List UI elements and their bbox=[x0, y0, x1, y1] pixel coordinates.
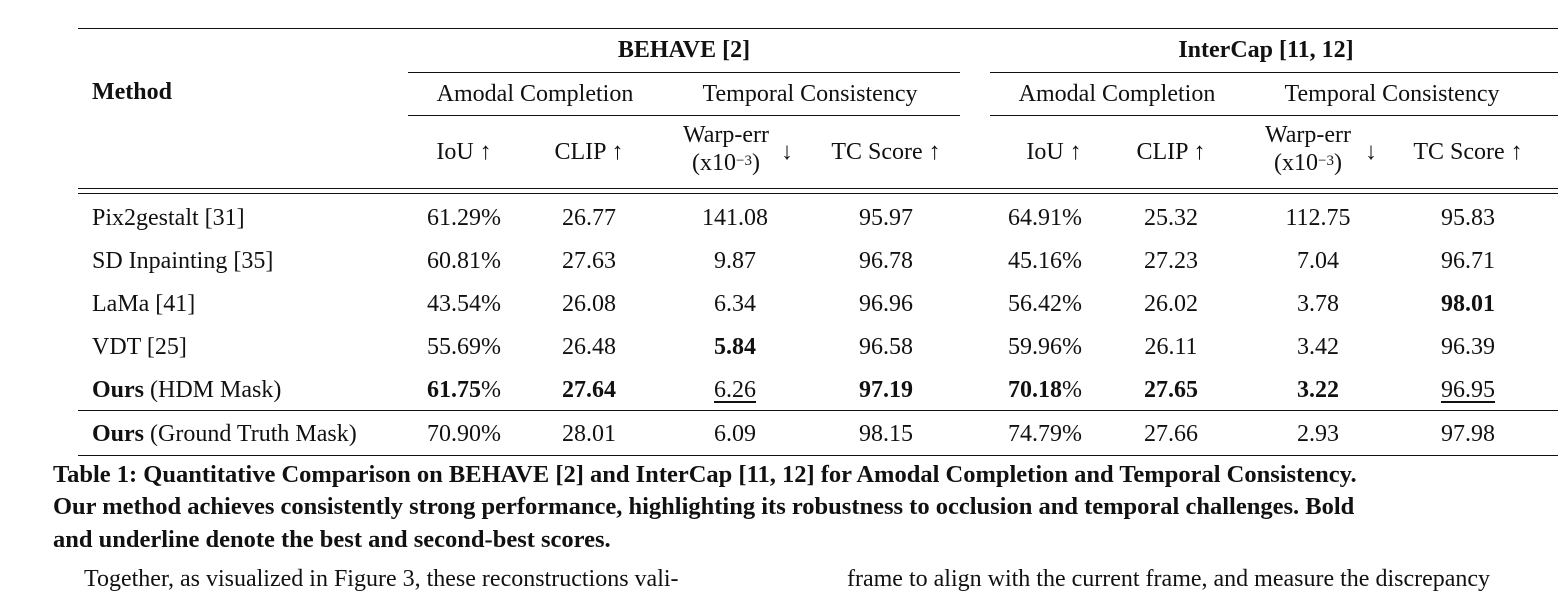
table-cell: 96.39 bbox=[1441, 334, 1495, 360]
table-cell: 60.81% bbox=[427, 248, 501, 274]
col-warp-behave: Warp-err (x10−3) bbox=[676, 121, 776, 177]
table-cell: 55.69% bbox=[427, 334, 501, 360]
table-cell: 28.01 bbox=[562, 421, 616, 447]
table-cell: 74.79% bbox=[1008, 421, 1082, 447]
warp-label: Warp-err bbox=[1264, 122, 1351, 148]
table-cell: 27.64 bbox=[562, 377, 616, 403]
warp-label: Warp-err bbox=[682, 122, 769, 148]
table-cell: 27.63 bbox=[562, 248, 616, 274]
method-bold-prefix: Ours bbox=[92, 377, 145, 403]
table-cell: 95.83 bbox=[1441, 205, 1495, 231]
table-cell: 7.04 bbox=[1297, 248, 1339, 274]
header-double-rule-a bbox=[78, 188, 1558, 189]
table-cell: 9.87 bbox=[714, 248, 756, 274]
table-caption-line-3: and underline denote the best and second… bbox=[53, 526, 611, 553]
table-caption-line-2: Our method achieves consistently strong … bbox=[53, 493, 1355, 520]
table-cell: 27.65 bbox=[1144, 377, 1198, 403]
table-cell: 27.23 bbox=[1144, 248, 1198, 274]
table-cell: 70.18% bbox=[1008, 377, 1082, 403]
subgroup-temporal-behave: Temporal Consistency bbox=[702, 81, 918, 107]
group-header-intercap: InterCap [11, 12] bbox=[1178, 37, 1354, 63]
col-iou-behave: IoU ↑ bbox=[436, 139, 492, 165]
table-cell: 3.42 bbox=[1297, 334, 1339, 360]
table-cell: 61.75% bbox=[427, 377, 501, 403]
warp-arrow-intercap: ↓ bbox=[1365, 139, 1377, 165]
table-cell: 95.97 bbox=[859, 205, 913, 231]
method-name: (Ground Truth Mask) bbox=[144, 421, 357, 447]
col-tc-behave: TC Score ↑ bbox=[831, 139, 941, 165]
table-cell: 96.95 bbox=[1441, 377, 1495, 403]
row-method-label: Pix2gestalt [31] bbox=[92, 206, 245, 230]
table-cell: 56.42% bbox=[1008, 291, 1082, 317]
table-cell: 3.78 bbox=[1297, 291, 1339, 317]
method-name: Pix2gestalt [31] bbox=[92, 205, 245, 231]
body-text-left-column: Together, as visualized in Figure 3, the… bbox=[84, 566, 679, 592]
behave-subgroup-rule bbox=[408, 115, 960, 116]
method-name: VDT [25] bbox=[92, 334, 187, 360]
table-cell: 5.84 bbox=[714, 334, 756, 360]
warp-unit: (x10−3) bbox=[692, 150, 760, 176]
table-cell: 64.91% bbox=[1008, 205, 1082, 231]
behave-group-rule bbox=[408, 72, 960, 73]
table-cell: 98.01 bbox=[1441, 291, 1495, 317]
col-warp-intercap: Warp-err (x10−3) bbox=[1258, 121, 1358, 177]
table-cell: 26.08 bbox=[562, 291, 616, 317]
table-cell: 2.93 bbox=[1297, 421, 1339, 447]
group-header-behave: BEHAVE [2] bbox=[617, 37, 751, 63]
table-top-rule bbox=[78, 28, 1558, 29]
method-bold-prefix: Ours bbox=[92, 421, 145, 447]
table-cell: 70.90% bbox=[427, 421, 501, 447]
table-cell: 96.78 bbox=[859, 248, 913, 274]
method-name: LaMa [41] bbox=[92, 291, 196, 317]
table-cell: 96.96 bbox=[859, 291, 913, 317]
table-bottom-rule bbox=[78, 455, 1558, 456]
col-clip-intercap: CLIP ↑ bbox=[1136, 139, 1206, 165]
table-cell: 26.02 bbox=[1144, 291, 1198, 317]
table-cell: 26.11 bbox=[1144, 334, 1198, 360]
body-text-right-column: frame to align with the current frame, a… bbox=[847, 566, 1491, 592]
table-cell: 98.15 bbox=[859, 421, 913, 447]
table-cell: 26.48 bbox=[562, 334, 616, 360]
row-method-label: SD Inpainting [35] bbox=[92, 249, 273, 273]
subgroup-temporal-intercap: Temporal Consistency bbox=[1284, 81, 1500, 107]
table-cell: 45.16% bbox=[1008, 248, 1082, 274]
table-cell: 97.19 bbox=[859, 377, 913, 403]
table-cell: 97.98 bbox=[1441, 421, 1495, 447]
method-name: SD Inpainting [35] bbox=[92, 248, 274, 274]
table-cell: 27.66 bbox=[1144, 421, 1198, 447]
col-clip-behave: CLIP ↑ bbox=[554, 139, 624, 165]
table-cell: 141.08 bbox=[702, 205, 768, 231]
warp-arrow-behave: ↓ bbox=[781, 139, 793, 165]
method-name: (HDM Mask) bbox=[144, 377, 282, 403]
table-cell: 96.71 bbox=[1441, 248, 1495, 274]
subgroup-amodal-intercap: Amodal Completion bbox=[1018, 81, 1216, 107]
table-cell: 43.54% bbox=[427, 291, 501, 317]
table-cell: 112.75 bbox=[1285, 205, 1351, 231]
intercap-group-rule bbox=[990, 72, 1558, 73]
table-cell: 25.32 bbox=[1144, 205, 1198, 231]
col-iou-intercap: IoU ↑ bbox=[1026, 139, 1082, 165]
table-cell: 6.09 bbox=[714, 421, 756, 447]
subgroup-amodal-behave: Amodal Completion bbox=[436, 81, 634, 107]
intercap-subgroup-rule bbox=[990, 115, 1558, 116]
row-method-label: Ours (HDM Mask) bbox=[92, 378, 281, 402]
row-method-label: Ours (Ground Truth Mask) bbox=[92, 422, 357, 446]
row-method-label: LaMa [41] bbox=[92, 292, 195, 316]
method-header: Method bbox=[92, 79, 172, 105]
header-double-rule-b bbox=[78, 193, 1558, 194]
table-cell: 96.58 bbox=[859, 334, 913, 360]
table-cell: 61.29% bbox=[427, 205, 501, 231]
ours-separator-rule bbox=[78, 410, 1558, 411]
table-cell: 26.77 bbox=[562, 205, 616, 231]
table-cell: 59.96% bbox=[1008, 334, 1082, 360]
col-tc-intercap: TC Score ↑ bbox=[1413, 139, 1523, 165]
table-cell: 3.22 bbox=[1297, 377, 1339, 403]
table-cell: 6.34 bbox=[714, 291, 756, 317]
table-cell: 6.26 bbox=[714, 377, 756, 403]
warp-unit: (x10−3) bbox=[1274, 150, 1342, 176]
row-method-label: VDT [25] bbox=[92, 335, 187, 359]
table-caption-line-1: Table 1: Quantitative Comparison on BEHA… bbox=[53, 461, 1357, 488]
